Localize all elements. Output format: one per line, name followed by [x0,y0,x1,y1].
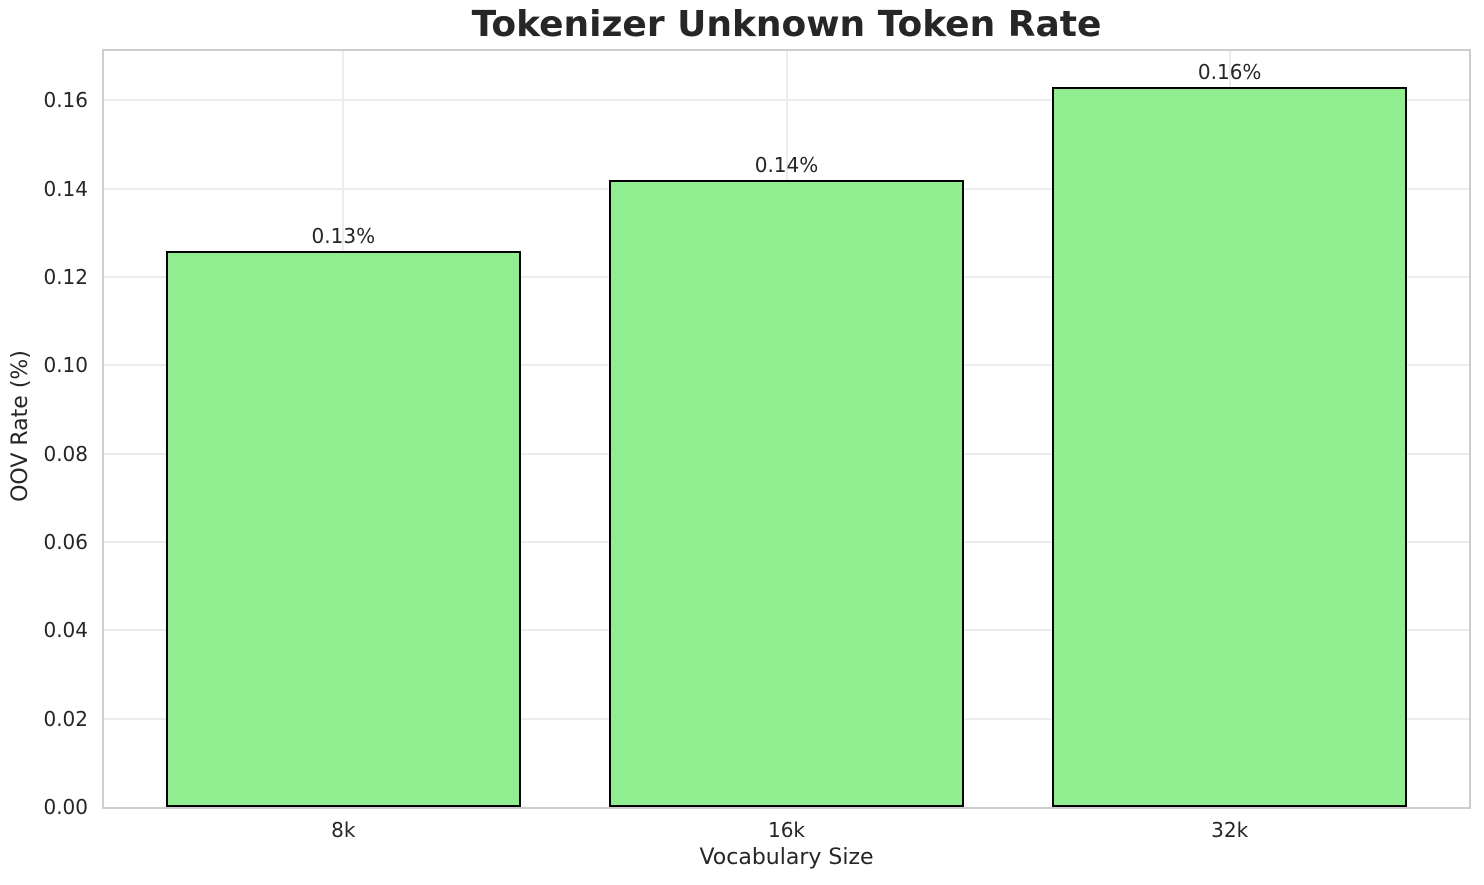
y-tick-label: 0.16 [43,88,88,113]
y-tick-label: 0.08 [43,441,88,466]
y-tick-label: 0.00 [43,795,88,819]
plot-inner: 0.13% 0.14% 0.16% [104,51,1469,807]
y-tick-label: 0.14 [43,176,88,201]
chart-title: Tokenizer Unknown Token Rate [471,4,1102,45]
bar [166,250,521,807]
bar-value-label: 0.13% [311,223,376,248]
bar-value-label: 0.16% [1197,60,1262,85]
x-tick-label: 8k [331,818,356,842]
plot-area: 0.13% 0.14% 0.16% [102,49,1471,809]
y-tick-label: 0.10 [43,353,88,378]
y-tick-label: 0.02 [43,706,88,731]
y-tick-label: 0.04 [43,618,88,643]
y-tick-label: 0.06 [43,530,88,555]
x-tick-label: 16k [767,818,806,842]
x-tick-label: 32k [1211,818,1249,842]
y-tick-label: 0.12 [43,265,88,290]
bar [1052,87,1407,807]
y-axis-label: OOV Rate (%) [8,350,33,502]
x-axis-label: Vocabulary Size [699,845,874,870]
bar-value-label: 0.14% [754,152,819,177]
bar [609,179,964,807]
